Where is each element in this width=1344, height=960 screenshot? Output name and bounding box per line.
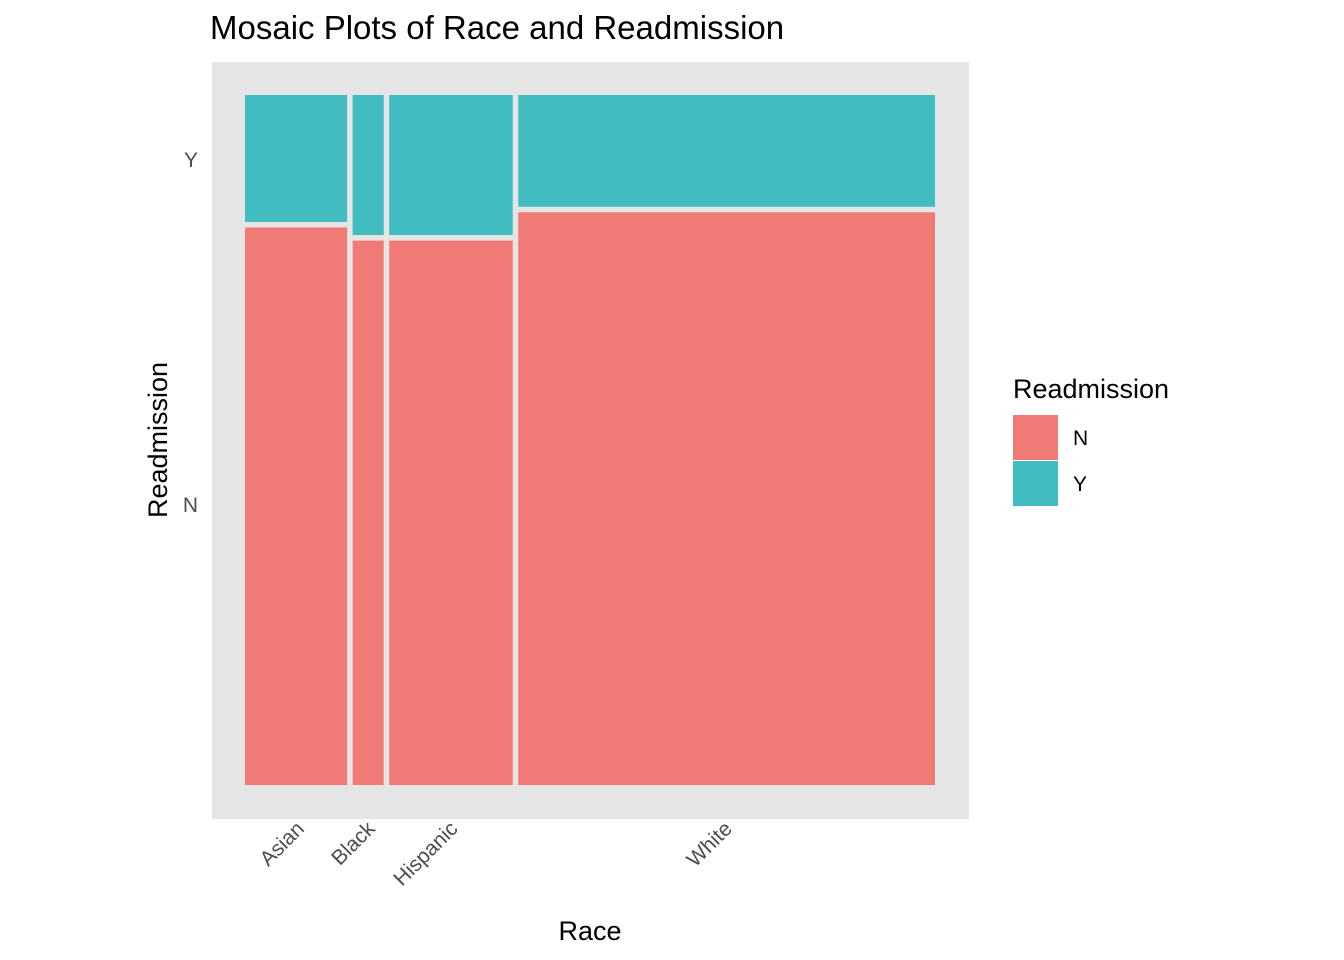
- y-tick-label: N: [183, 494, 198, 517]
- chart-title: Mosaic Plots of Race and Readmission: [210, 9, 784, 46]
- tile-asian-y: [245, 95, 348, 222]
- legend-label: N: [1073, 427, 1088, 450]
- tile-black-y: [352, 95, 384, 236]
- x-axis-title: Race: [558, 916, 621, 946]
- mosaic-tiles: [245, 95, 935, 786]
- x-axis-ticks: Asian Black Hispanic White: [256, 817, 737, 891]
- tile-hispanic-y: [389, 95, 513, 236]
- x-tick-label: White: [683, 817, 737, 871]
- tile-black-n: [352, 240, 384, 785]
- legend-key-y: [1013, 461, 1058, 506]
- legend-entries: NY: [1013, 415, 1088, 506]
- tile-asian-n: [245, 227, 348, 786]
- y-axis-ticks: NY: [183, 149, 198, 517]
- x-tick-label: Asian: [256, 817, 309, 870]
- legend-key-n: [1013, 415, 1058, 460]
- legend: Readmission NY: [1013, 374, 1169, 506]
- x-tick-label: Hispanic: [389, 817, 462, 890]
- y-tick-label: Y: [184, 149, 198, 172]
- tile-white-y: [518, 95, 935, 207]
- tile-hispanic-n: [389, 240, 513, 785]
- legend-label: Y: [1073, 473, 1087, 496]
- legend-title: Readmission: [1013, 374, 1169, 404]
- tile-white-n: [518, 212, 935, 786]
- x-tick-label: Black: [327, 817, 380, 870]
- y-axis-title: Readmission: [143, 362, 173, 518]
